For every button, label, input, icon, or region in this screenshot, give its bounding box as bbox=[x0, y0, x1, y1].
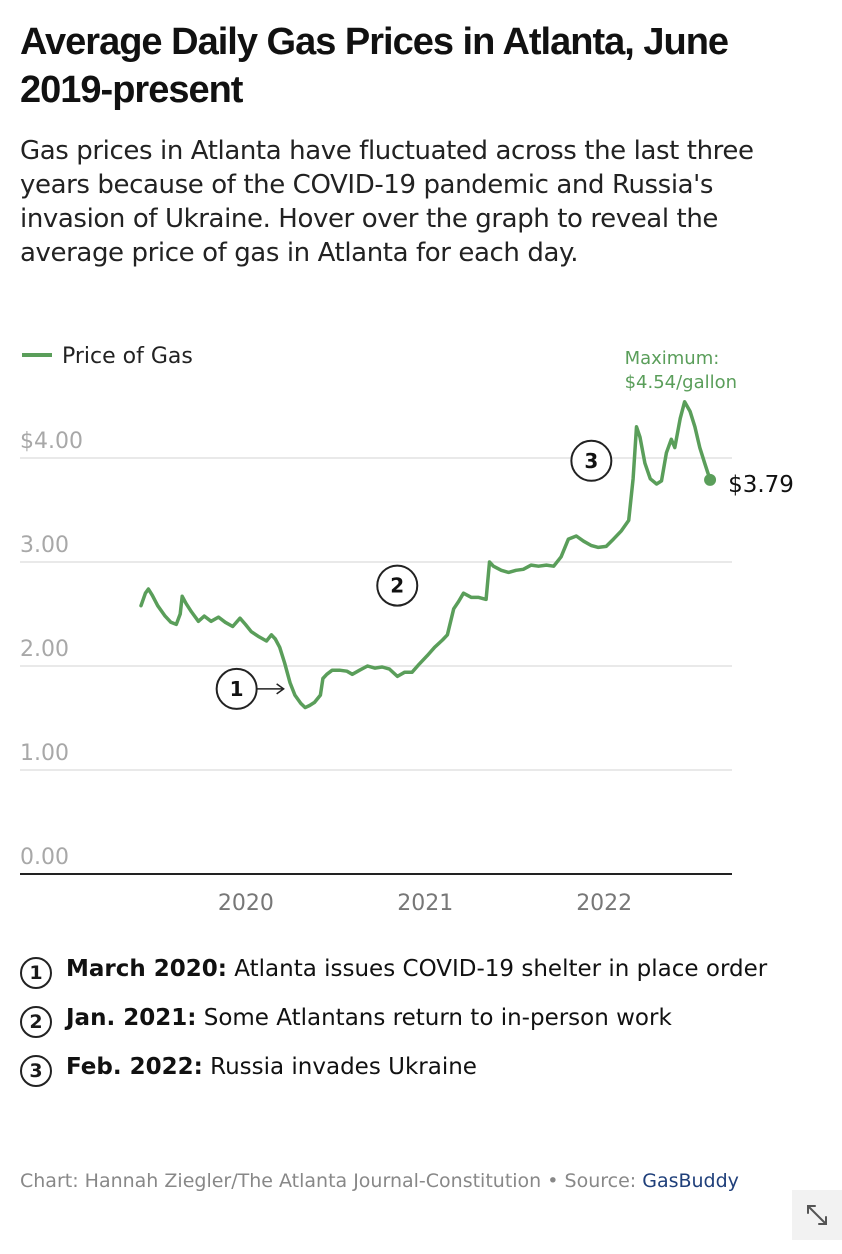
event-marker-1: 1 bbox=[215, 667, 285, 710]
y-tick-label: 3.00 bbox=[20, 533, 69, 558]
event-marker-circle bbox=[376, 564, 419, 607]
y-tick-label: 2.00 bbox=[20, 637, 69, 662]
chart-title: Average Daily Gas Prices in Atlanta, Jun… bbox=[20, 21, 729, 111]
event-markers: 1 2 3 bbox=[215, 439, 613, 710]
y-tick-label: $4.00 bbox=[20, 429, 83, 454]
note-date: Feb. 2022: bbox=[66, 1054, 203, 1080]
grid bbox=[20, 457, 732, 875]
event-notes: 1 March 2020: Atlanta issues COVID-19 sh… bbox=[20, 954, 810, 1101]
event-marker-2: 2 bbox=[376, 564, 419, 607]
maximum-value-label: $4.54/gallon bbox=[625, 372, 737, 393]
event-marker-arrowhead bbox=[276, 683, 285, 695]
note-date: March 2020: bbox=[66, 956, 227, 982]
note-item: 3 Feb. 2022: Russia invades Ukraine bbox=[20, 1052, 810, 1087]
note-text: Atlanta issues COVID-19 shelter in place… bbox=[226, 956, 768, 982]
event-marker-number: 2 bbox=[390, 574, 404, 598]
note-text: Russia invades Ukraine bbox=[202, 1054, 477, 1080]
event-marker-circle bbox=[570, 439, 613, 482]
last-point-marker[interactable] bbox=[704, 473, 717, 486]
legend: Price of Gas bbox=[22, 344, 193, 369]
event-marker-3: 3 bbox=[570, 439, 613, 482]
x-tick-label: 2022 bbox=[576, 891, 632, 916]
x-tick-label: 2020 bbox=[218, 891, 274, 916]
note-date: Jan. 2021: bbox=[66, 1005, 197, 1031]
note-item: 1 March 2020: Atlanta issues COVID-19 sh… bbox=[20, 954, 810, 989]
note-item: 2 Jan. 2021: Some Atlantans return to in… bbox=[20, 1003, 810, 1038]
event-marker-number: 1 bbox=[230, 677, 244, 701]
chart-subtitle: Gas prices in Atlanta have fluctuated ac… bbox=[20, 136, 754, 268]
gas-price-chart[interactable]: Price of Gas $4.003.002.001.000.00 2020 2… bbox=[0, 330, 842, 930]
source-link[interactable]: GasBuddy bbox=[642, 1170, 739, 1192]
y-axis-ticks: $4.00 3.00 2.00 1.00 0.00 bbox=[20, 429, 83, 870]
note-number-badge: 2 bbox=[20, 1006, 52, 1038]
credit-text: Chart: Hannah Ziegler/The Atlanta Journa… bbox=[20, 1170, 643, 1192]
x-tick-label: 2021 bbox=[397, 891, 453, 916]
maximum-label: Maximum: bbox=[625, 348, 720, 369]
last-value-label: $3.79 bbox=[728, 472, 794, 498]
expand-diagonal-icon bbox=[807, 1205, 827, 1225]
series-line-price-of-gas[interactable] bbox=[139, 400, 712, 710]
legend-label: Price of Gas bbox=[62, 344, 193, 369]
chart-credit: Chart: Hannah Ziegler/The Atlanta Journa… bbox=[20, 1168, 780, 1194]
y-tick-label: 0.00 bbox=[20, 845, 69, 870]
note-number-badge: 1 bbox=[20, 957, 52, 989]
expand-button[interactable] bbox=[792, 1190, 842, 1240]
note-number-badge: 3 bbox=[20, 1055, 52, 1087]
event-marker-number: 3 bbox=[584, 449, 598, 473]
note-text: Some Atlantans return to in-person work bbox=[196, 1005, 672, 1031]
y-tick-label: 1.00 bbox=[20, 741, 69, 766]
x-axis-ticks: 2020 2021 2022 bbox=[218, 891, 632, 916]
